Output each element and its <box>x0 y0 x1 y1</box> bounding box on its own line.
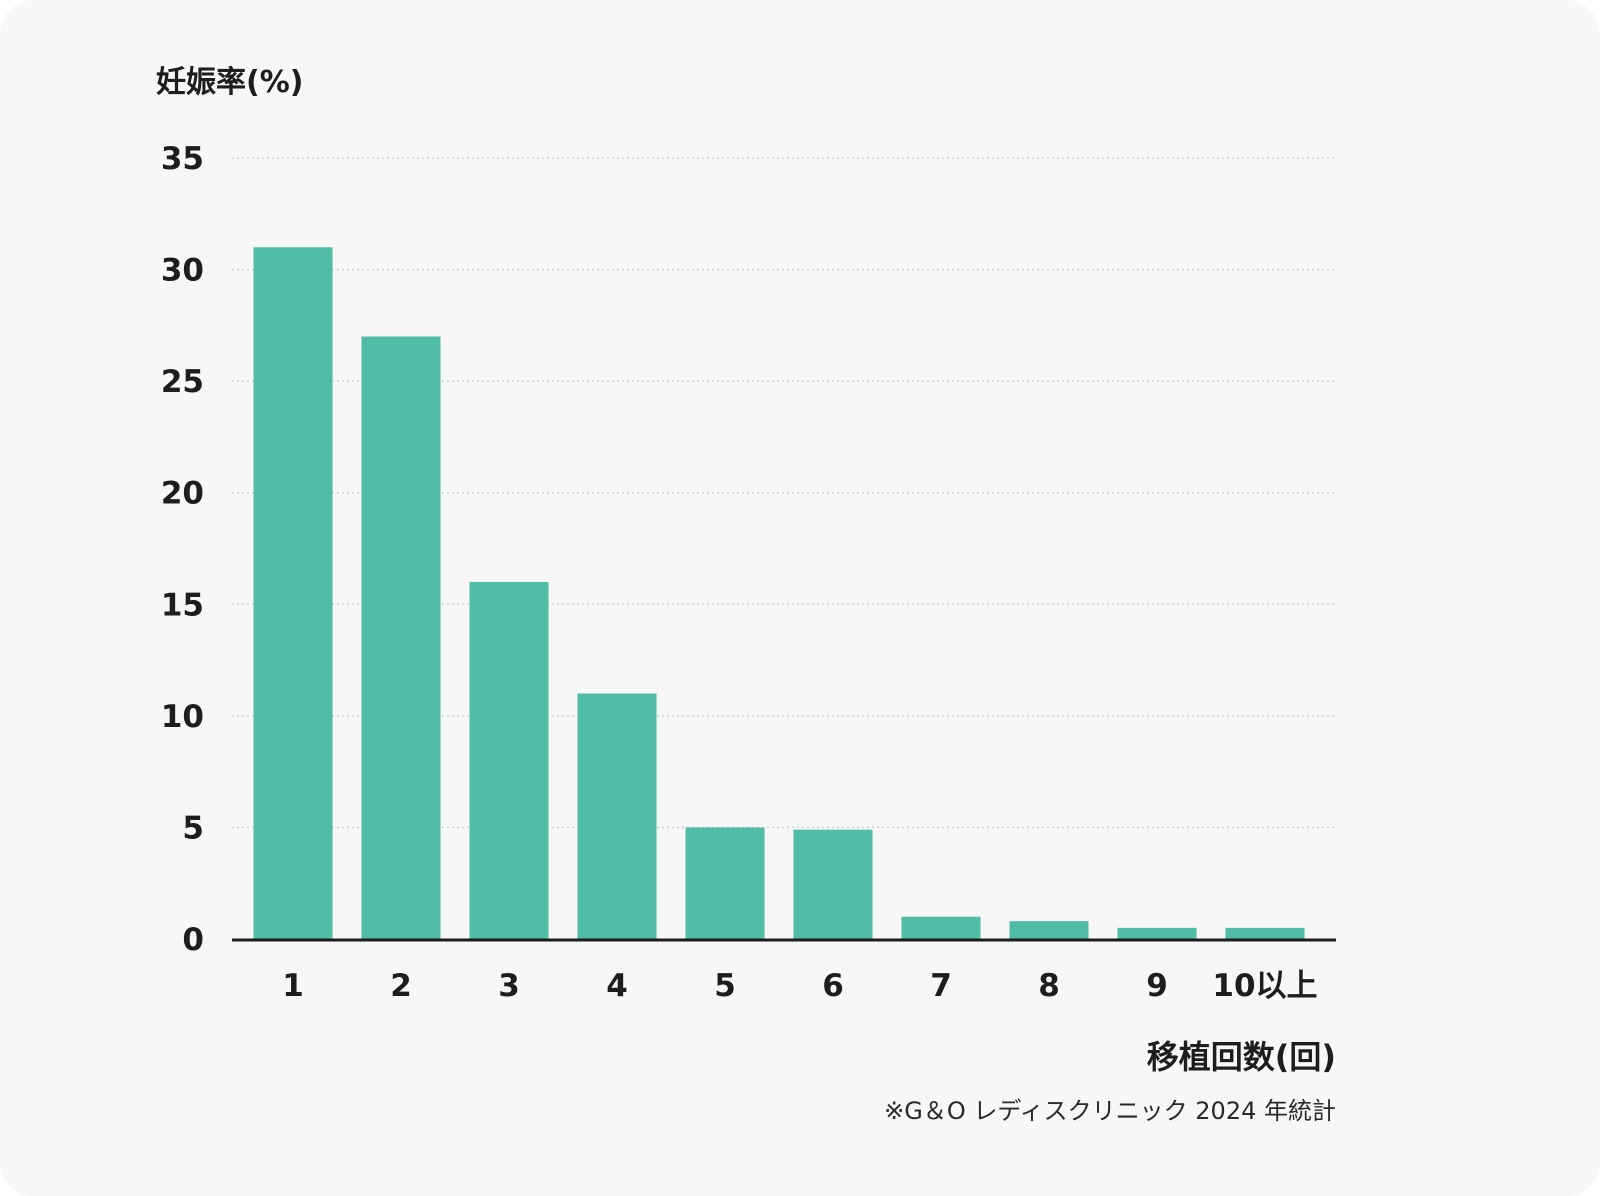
x-tick-label: 3 <box>498 968 520 1004</box>
bar <box>793 829 873 939</box>
y-tick-label: 5 <box>182 810 204 846</box>
bar <box>253 247 333 939</box>
x-axis-title: 移植回数(回) <box>1147 1038 1336 1076</box>
bar <box>361 336 441 939</box>
y-tick-label: 10 <box>161 699 204 735</box>
bars <box>253 247 1305 939</box>
y-tick-label: 35 <box>161 141 204 177</box>
y-axis-title: 妊娠率(%) <box>156 65 303 100</box>
y-tick-labels: 0 5 10 15 20 25 30 35 <box>161 141 204 958</box>
x-tick-label: 1 <box>282 968 304 1004</box>
x-tick-label: 6 <box>822 968 844 1004</box>
x-tick-label: 8 <box>1038 968 1060 1004</box>
y-tick-label: 0 <box>182 922 204 958</box>
bar <box>1117 927 1197 939</box>
x-tick-label: 10以上 <box>1212 968 1317 1004</box>
x-tick-labels: 1 2 3 4 5 6 7 8 9 10以上 <box>282 968 1317 1004</box>
bar <box>469 581 549 939</box>
y-tick-label: 25 <box>161 364 204 400</box>
bar <box>685 827 765 939</box>
x-tick-label: 9 <box>1146 968 1168 1004</box>
x-tick-label: 4 <box>606 968 628 1004</box>
source-note: ※G＆O レディスクリニック 2024 年統計 <box>884 1097 1336 1125</box>
gridlines <box>232 157 1336 829</box>
bar <box>901 916 981 939</box>
y-tick-label: 30 <box>161 253 204 289</box>
x-tick-label: 2 <box>390 968 412 1004</box>
x-tick-label: 7 <box>930 968 952 1004</box>
y-tick-label: 15 <box>161 587 204 623</box>
y-tick-label: 20 <box>161 476 204 512</box>
x-tick-label: 5 <box>714 968 736 1004</box>
bar <box>1225 927 1305 939</box>
bar <box>1009 921 1089 939</box>
bar <box>577 693 657 939</box>
